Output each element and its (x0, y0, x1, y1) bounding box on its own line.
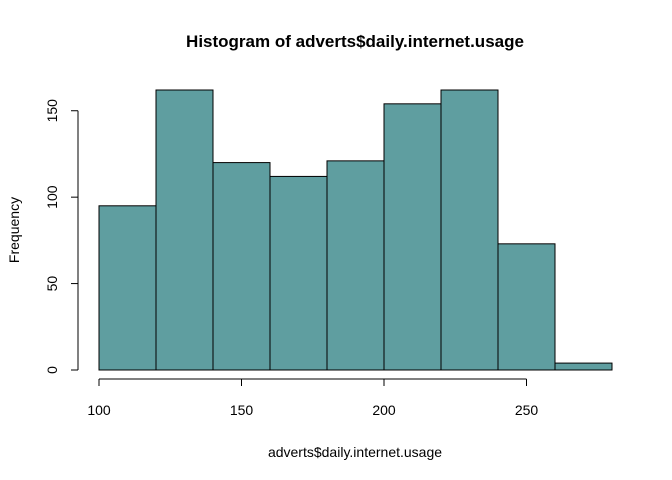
bars-group (98, 89, 613, 371)
y-axis: 0 50 100 150 (44, 99, 79, 374)
histogram-bar-9 (554, 362, 613, 371)
histogram-bar-1 (98, 205, 157, 371)
x-tick-label-150: 150 (230, 402, 254, 418)
x-tick-label-100: 100 (87, 402, 111, 418)
x-axis: 100 150 200 250 (87, 378, 539, 418)
histogram-bar-5 (326, 160, 385, 371)
x-axis-label: adverts$daily.internet.usage (268, 444, 442, 460)
y-tick-label-50: 50 (44, 276, 60, 292)
y-axis-label: Frequency (6, 197, 22, 263)
histogram-bar-8 (497, 243, 556, 371)
histogram-bar-2 (155, 89, 214, 371)
chart-title: Histogram of adverts$daily.internet.usag… (186, 32, 524, 51)
y-tick-label-100: 100 (44, 185, 60, 209)
histogram-bar-7 (440, 89, 499, 371)
histogram-bar-6 (383, 103, 442, 371)
histogram-bar-4 (269, 175, 328, 371)
x-tick-label-250: 250 (515, 402, 539, 418)
histogram-bar-3 (212, 162, 271, 371)
y-tick-label-150: 150 (44, 99, 60, 123)
y-tick-label-0: 0 (44, 366, 60, 374)
x-tick-label-200: 200 (372, 402, 396, 418)
